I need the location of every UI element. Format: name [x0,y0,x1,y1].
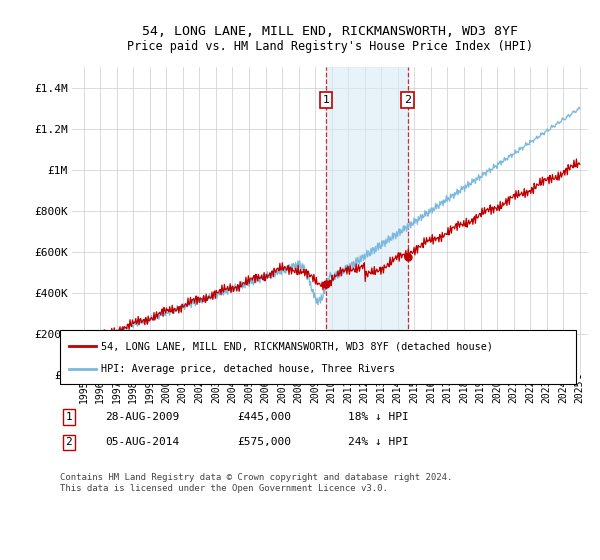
Text: £575,000: £575,000 [237,437,291,447]
Text: HPI: Average price, detached house, Three Rivers: HPI: Average price, detached house, Thre… [101,363,395,374]
Text: 2: 2 [65,437,73,447]
Text: 05-AUG-2014: 05-AUG-2014 [105,437,179,447]
Text: 18% ↓ HPI: 18% ↓ HPI [348,412,409,422]
Text: 54, LONG LANE, MILL END, RICKMANSWORTH, WD3 8YF: 54, LONG LANE, MILL END, RICKMANSWORTH, … [142,25,518,38]
Text: Contains HM Land Registry data © Crown copyright and database right 2024.
This d: Contains HM Land Registry data © Crown c… [60,473,452,493]
Text: 2: 2 [404,95,411,105]
Text: 24% ↓ HPI: 24% ↓ HPI [348,437,409,447]
Text: 28-AUG-2009: 28-AUG-2009 [105,412,179,422]
Text: 1: 1 [322,95,329,105]
Text: £445,000: £445,000 [237,412,291,422]
Text: 1: 1 [65,412,73,422]
Text: 54, LONG LANE, MILL END, RICKMANSWORTH, WD3 8YF (detached house): 54, LONG LANE, MILL END, RICKMANSWORTH, … [101,342,493,351]
Bar [326,67,408,375]
Text: Price paid vs. HM Land Registry's House Price Index (HPI): Price paid vs. HM Land Registry's House … [127,40,533,53]
